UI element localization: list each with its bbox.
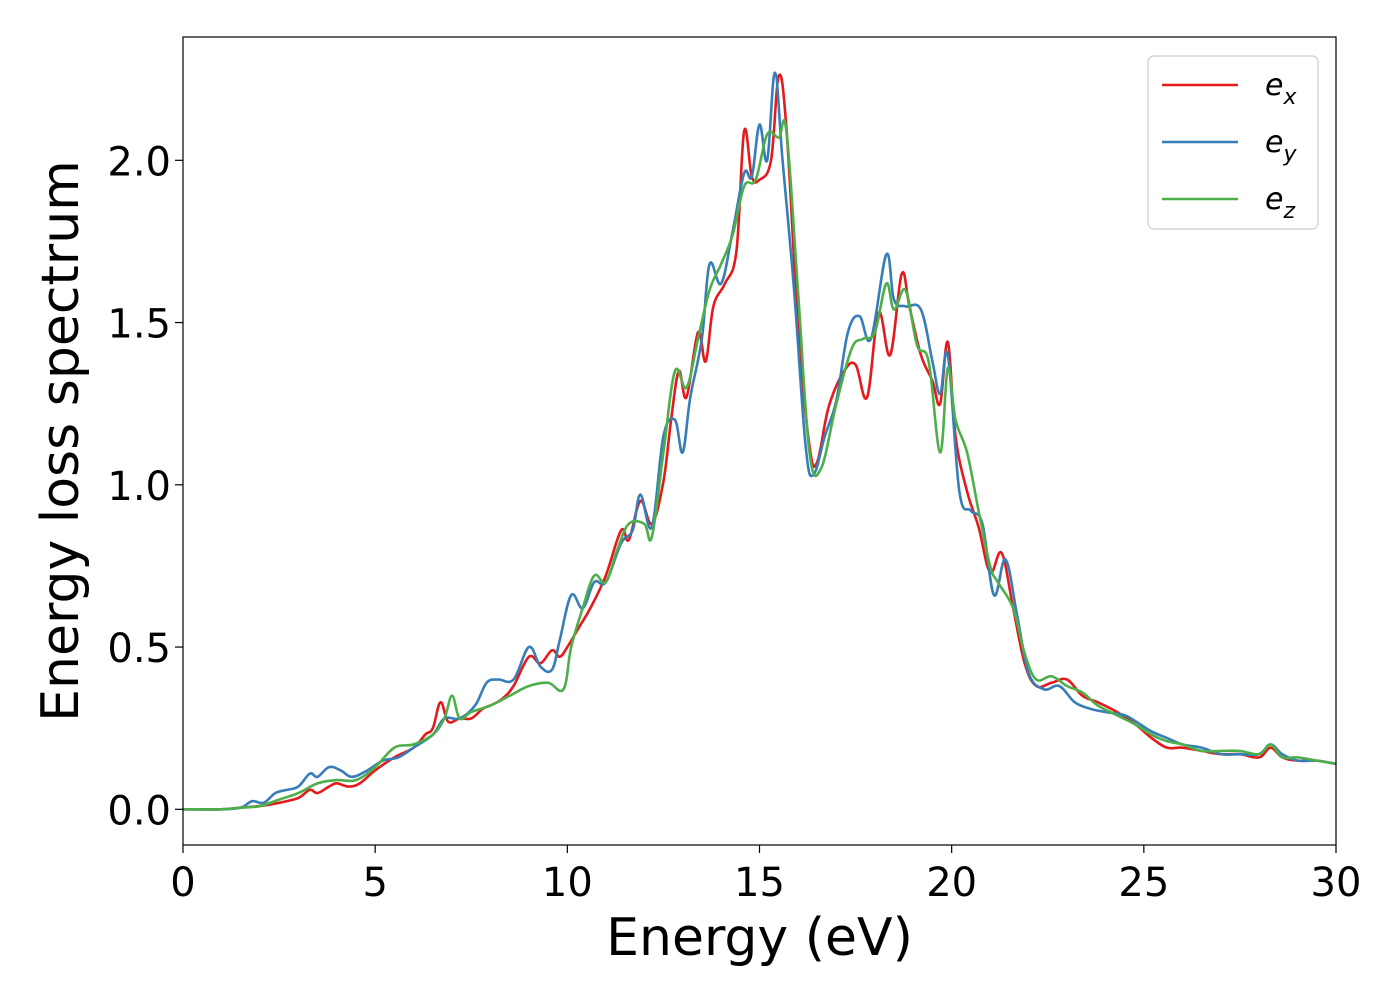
legend-label-subscript: z bbox=[1282, 199, 1295, 224]
legend-label-subscript: y bbox=[1282, 142, 1297, 167]
y-tick-label: 1.0 bbox=[107, 464, 171, 510]
x-tick-label: 0 bbox=[170, 860, 195, 906]
legend-label-z: ez bbox=[1265, 182, 1295, 224]
legend-label-base: e bbox=[1265, 182, 1283, 217]
series-line-y bbox=[183, 71, 1336, 811]
lines-layer bbox=[183, 71, 1336, 811]
x-tick-label: 25 bbox=[1118, 860, 1169, 906]
y-tick-label: 0.5 bbox=[107, 626, 171, 672]
legend-label-base: e bbox=[1265, 125, 1283, 160]
x-axis-label: Energy (eV) bbox=[606, 908, 913, 968]
x-tick-label: 30 bbox=[1311, 860, 1362, 906]
y-tick-label: 2.0 bbox=[107, 139, 171, 185]
x-axis-ticks: 0 5 10 15 20 25 30 bbox=[170, 845, 1361, 906]
x-tick-label: 15 bbox=[734, 860, 785, 906]
x-tick-label: 5 bbox=[362, 860, 387, 906]
legend-label-base: e bbox=[1265, 68, 1283, 103]
legend-label-subscript: x bbox=[1282, 85, 1297, 110]
y-axis-ticks: 0.0 0.5 1.0 1.5 2.0 bbox=[107, 139, 183, 834]
series-line-x bbox=[183, 73, 1336, 811]
y-tick-label: 1.5 bbox=[107, 302, 171, 348]
y-tick-label: 0.0 bbox=[107, 788, 171, 834]
x-tick-label: 20 bbox=[926, 860, 977, 906]
legend-label-x: ex bbox=[1265, 68, 1297, 110]
x-tick-label: 10 bbox=[542, 860, 593, 906]
series-line-z bbox=[183, 119, 1336, 811]
legend-label-y: ey bbox=[1265, 125, 1297, 167]
y-axis-label: Energy loss spectrum bbox=[31, 160, 91, 722]
